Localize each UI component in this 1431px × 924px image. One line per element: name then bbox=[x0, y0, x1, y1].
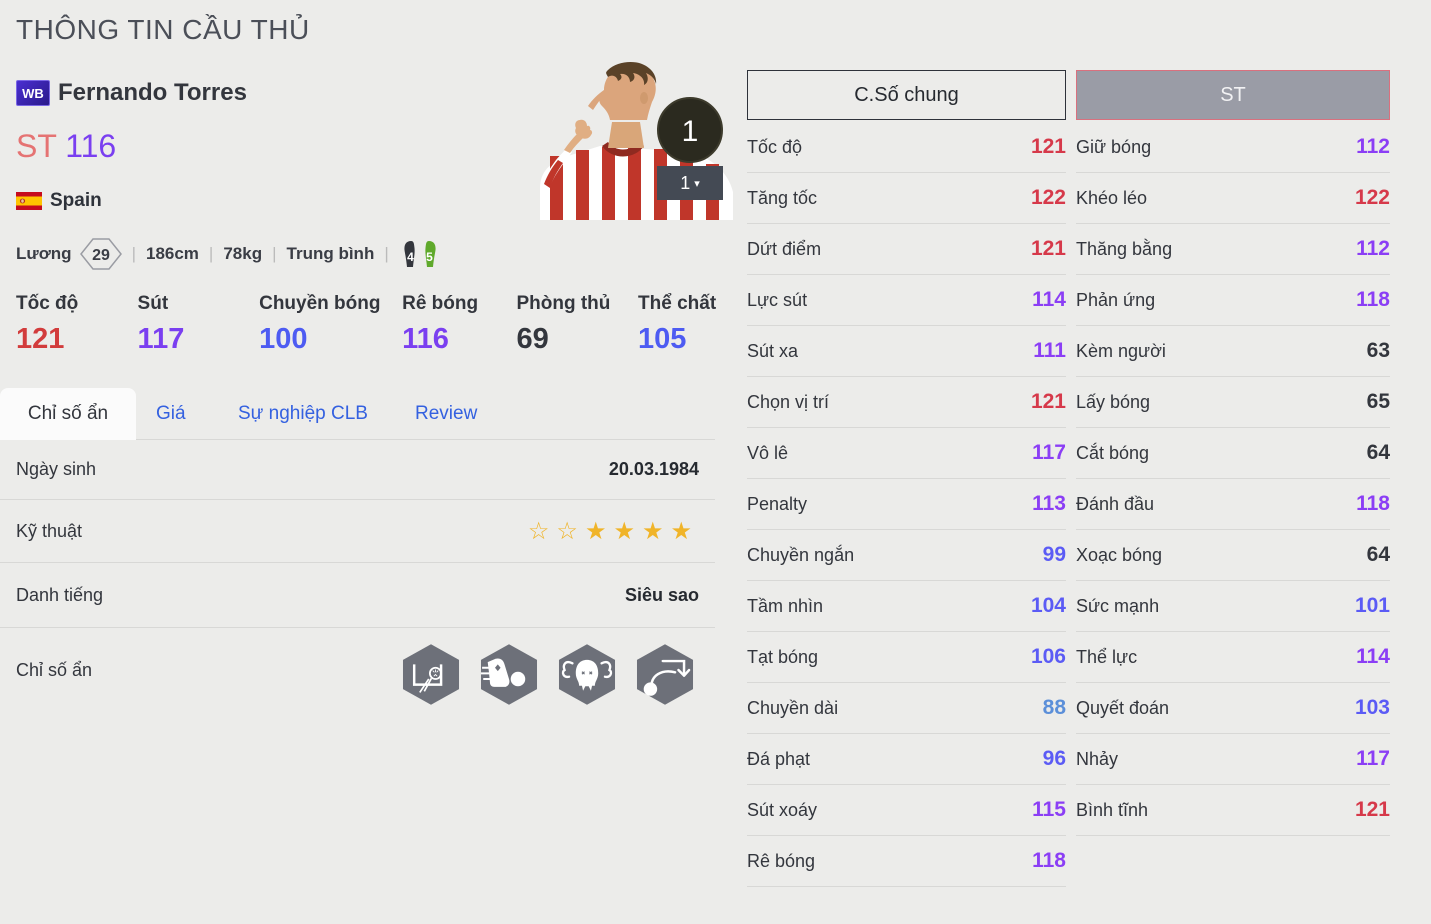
svg-text:4: 4 bbox=[407, 250, 414, 264]
svg-text:29: 29 bbox=[92, 247, 110, 264]
svg-text:5: 5 bbox=[426, 250, 433, 264]
svg-text:1: 1 bbox=[682, 115, 699, 148]
